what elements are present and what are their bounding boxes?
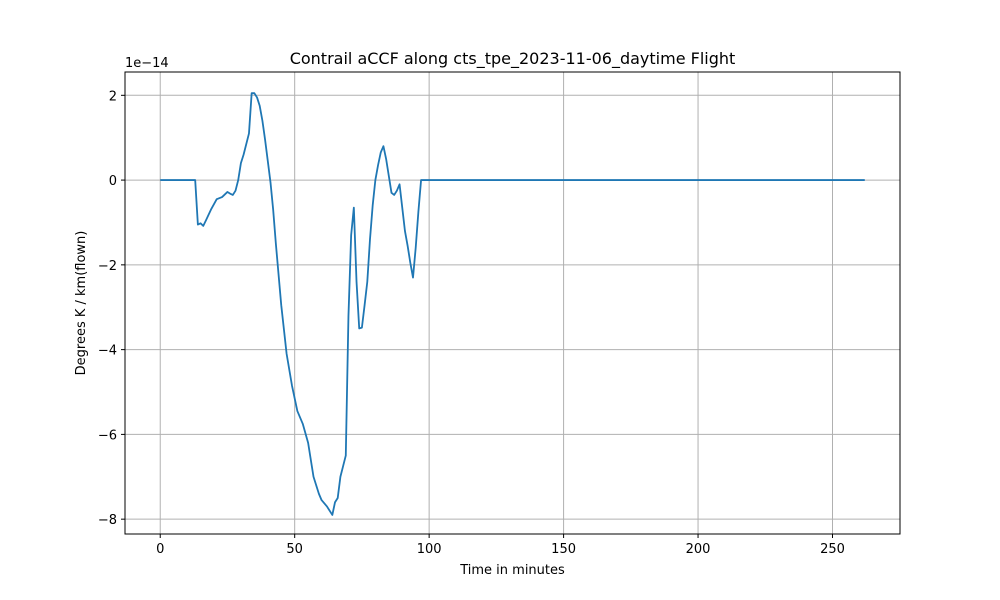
y-axis-label: Degrees K / km(flown) (74, 231, 89, 376)
x-tick-label: 50 (286, 542, 303, 557)
y-tick-label: −8 (98, 513, 117, 528)
x-tick-label: 100 (417, 542, 442, 557)
axis-ticks: 0 50 100 150 200 250 −8 −6 −4 −2 0 2 (98, 89, 845, 557)
x-tick-label: 0 (156, 542, 164, 557)
series-line (160, 92, 865, 516)
y-tick-label: 2 (109, 89, 117, 104)
x-axis-label: Time in minutes (459, 563, 565, 578)
x-tick-label: 200 (686, 542, 711, 557)
y-axis-offset-label: 1e−14 (125, 56, 169, 71)
grid-lines (125, 72, 900, 534)
x-tick-label: 250 (820, 542, 845, 557)
plot-series (160, 92, 865, 516)
chart-title: Contrail aCCF along cts_tpe_2023-11-06_d… (290, 49, 736, 69)
x-tick-label: 150 (551, 542, 576, 557)
y-tick-label: −2 (98, 259, 117, 274)
y-tick-label: 0 (109, 174, 117, 189)
axes-frame (124, 71, 901, 535)
y-tick-label: −6 (98, 428, 117, 443)
y-tick-label: −4 (98, 344, 117, 359)
